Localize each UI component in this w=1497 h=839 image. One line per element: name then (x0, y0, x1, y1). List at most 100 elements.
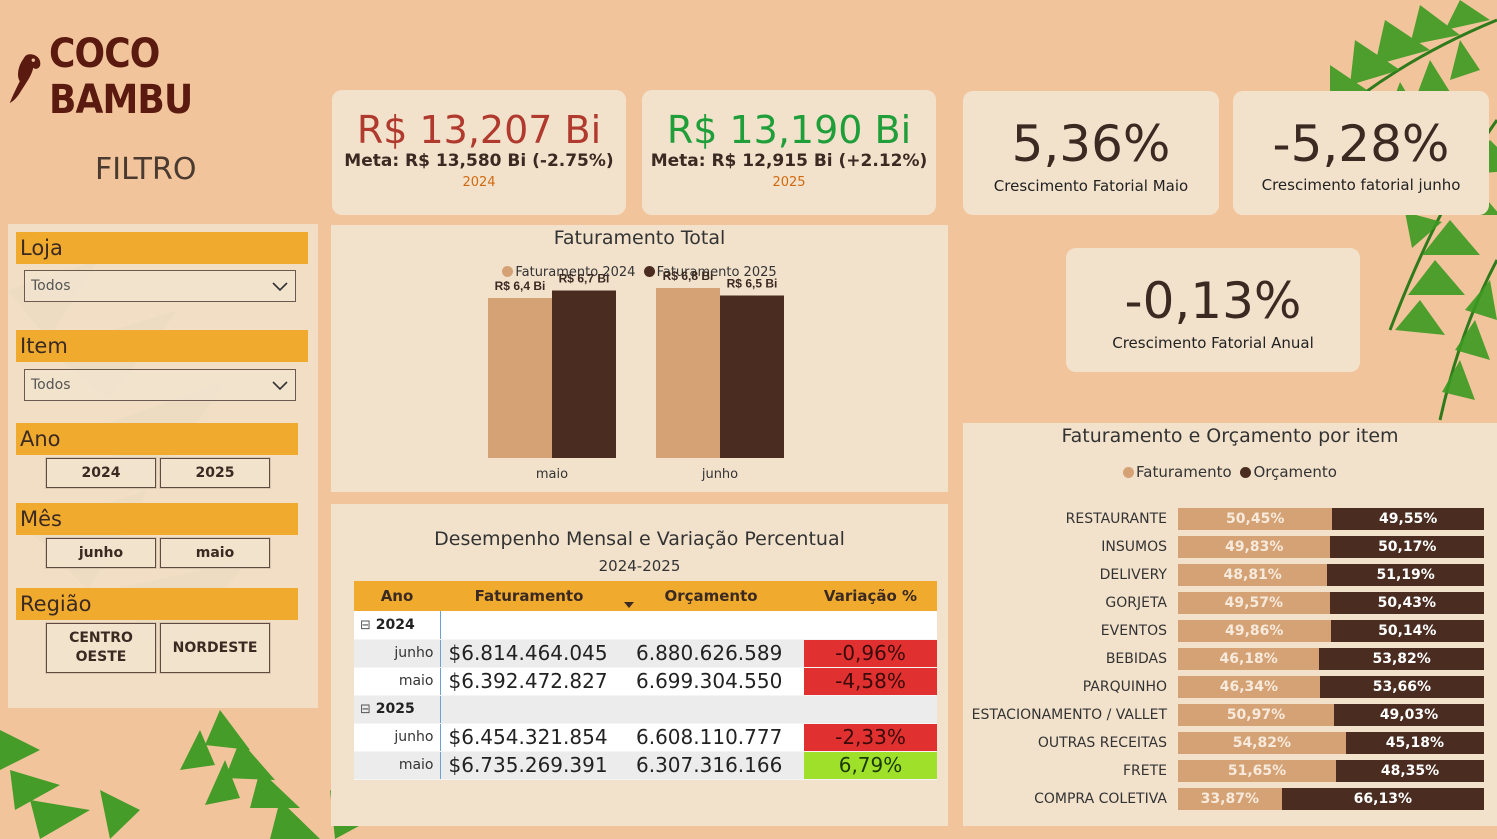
bar-segment-orcamento[interactable]: 53,82% (1319, 648, 1484, 670)
item-stacked-bar: 46,34% 53,66% (1178, 676, 1484, 698)
regiao-slicer-header: Região (16, 588, 298, 620)
item-category-label: RESTAURANTE (1065, 511, 1167, 527)
col-header-faturamento[interactable]: Faturamento (440, 581, 618, 611)
row-month: junho (354, 639, 441, 668)
item-chart-legend: Faturamento Orçamento (963, 463, 1497, 481)
col-header-orcamento[interactable]: Orçamento (618, 581, 804, 611)
growth-value-junho: -5,28% (1272, 115, 1450, 173)
growth-label-junho: Crescimento fatorial junho (1261, 176, 1461, 194)
bar-maio-faturamento-2024[interactable] (488, 298, 552, 458)
bar-segment-orcamento[interactable]: 51,19% (1327, 564, 1484, 586)
item-selected: Todos (31, 377, 71, 393)
bar-segment-faturamento[interactable]: 50,45% (1178, 508, 1333, 530)
item-row: COMPRA COLETIVA 33,87% 66,13% (963, 788, 1497, 810)
item-row: GORJETA 49,57% 50,43% (963, 592, 1497, 614)
item-stacked-bar: 54,82% 45,18% (1178, 732, 1484, 754)
legend-marker-2024 (502, 266, 514, 277)
chevron-down-icon (272, 282, 288, 292)
bar-segment-orcamento[interactable]: 50,17% (1330, 536, 1484, 558)
legend-marker-2025 (643, 266, 655, 277)
bar-segment-faturamento[interactable]: 54,82% (1178, 732, 1346, 754)
chart-legend: Faturamento 2024 Faturamento 2025 (331, 265, 948, 280)
group-year: 2025 (375, 701, 415, 717)
bar-data-label: R$ 6,5 Bi (727, 277, 778, 291)
bar-segment-faturamento[interactable]: 48,81% (1178, 564, 1328, 586)
bar-segment-orcamento[interactable]: 48,35% (1336, 760, 1484, 782)
item-row: ESTACIONAMENTO / VALLET 50,97% 49,03% (963, 704, 1497, 726)
legend-label-faturamento: Faturamento (1136, 463, 1232, 481)
item-category-label: DELIVERY (1099, 567, 1167, 583)
item-row: PARQUINHO 46,34% 53,66% (963, 676, 1497, 698)
kpi-meta-2024: Meta: R$ 13,580 Bi (-2.75%) (344, 151, 614, 171)
table-row: maio $6.392.472.827 6.699.304.550 -4,58% (354, 667, 937, 696)
bar-segment-faturamento[interactable]: 46,34% (1178, 676, 1320, 698)
bar-segment-orcamento[interactable]: 45,18% (1345, 732, 1484, 754)
bar-segment-orcamento[interactable]: 53,66% (1319, 676, 1484, 698)
growth-label-anual: Crescimento Fatorial Anual (1112, 334, 1314, 352)
item-stacked-bar: 48,81% 51,19% (1178, 564, 1484, 586)
item-stacked-bar: 46,18% 53,82% (1178, 648, 1484, 670)
bar-segment-faturamento[interactable]: 33,87% (1178, 788, 1282, 810)
regiao-option-centro-oeste[interactable]: CENTRO OESTE (45, 622, 157, 674)
bar-segment-orcamento[interactable]: 49,03% (1333, 704, 1484, 726)
row-month: maio (354, 667, 441, 696)
item-row: EVENTOS 49,86% 50,14% (963, 620, 1497, 642)
row-month: maio (354, 751, 441, 780)
bar-segment-faturamento[interactable]: 49,86% (1178, 620, 1331, 642)
item-category-label: FRETE (1122, 763, 1167, 779)
bar-segment-faturamento[interactable]: 51,65% (1178, 760, 1337, 782)
bar-segment-faturamento[interactable]: 49,57% (1178, 592, 1330, 614)
row-variacao: -2,33% (804, 723, 937, 752)
collapse-icon[interactable]: ⊟ (360, 617, 371, 633)
table-row: junho $6.454.321.854 6.608.110.777 -2,33… (354, 723, 937, 752)
row-variacao: -4,58% (804, 667, 937, 696)
loja-slicer-header: Loja (16, 232, 308, 264)
bar-segment-faturamento[interactable]: 46,18% (1178, 648, 1320, 670)
item-row: INSUMOS 49,83% 50,17% (963, 536, 1497, 558)
col-header-ano[interactable]: Ano (354, 581, 440, 611)
row-variacao: -0,96% (804, 639, 937, 668)
ano-option-2025[interactable]: 2025 (159, 457, 271, 489)
legend-label-2024: Faturamento 2024 (515, 265, 636, 280)
x-tick-label: junho (701, 467, 738, 482)
ano-option-2024[interactable]: 2024 (45, 457, 157, 489)
bar-segment-orcamento[interactable]: 50,43% (1329, 592, 1484, 614)
bar-junho-faturamento-2025[interactable] (720, 295, 784, 459)
mes-option-maio[interactable]: maio (159, 537, 271, 569)
item-slicer-header: Item (16, 330, 308, 362)
col-header-variacao[interactable]: Variação % (804, 581, 937, 611)
growth-label-maio: Crescimento Fatorial Maio (993, 177, 1189, 195)
item-category-label: GORJETA (1105, 595, 1167, 611)
bar-data-label: R$ 6,4 Bi (495, 279, 546, 293)
bar-segment-orcamento[interactable]: 50,14% (1330, 620, 1484, 642)
kpi-card-2024: R$ 13,207 Bi Meta: R$ 13,580 Bi (-2.75%)… (332, 90, 626, 215)
bar-data-label: R$ 6,8 Bi (663, 269, 714, 283)
item-stacked-bar: 49,57% 50,43% (1178, 592, 1484, 614)
row-faturamento: $6.735.269.391 (440, 751, 618, 780)
brand-logo: COCO BAMBU (8, 31, 298, 123)
bar-segment-orcamento[interactable]: 49,55% (1332, 508, 1484, 530)
row-orcamento: 6.608.110.777 (618, 723, 804, 752)
item-category-label: BEBIDAS (1105, 651, 1167, 667)
legend-marker-orcamento (1240, 467, 1252, 478)
bar-segment-orcamento[interactable]: 66,13% (1281, 788, 1484, 810)
growth-value-anual: -0,13% (1124, 272, 1302, 330)
bar-segment-faturamento[interactable]: 50,97% (1178, 704, 1334, 726)
regiao-option-nordeste[interactable]: NORDESTE (159, 622, 271, 674)
kpi-year-2025: 2025 (772, 175, 806, 190)
collapse-icon[interactable]: ⊟ (360, 702, 371, 717)
bar-segment-faturamento[interactable]: 49,83% (1178, 536, 1331, 558)
loja-dropdown[interactable]: Todos (24, 270, 296, 302)
bar-junho-faturamento-2024[interactable] (656, 288, 720, 458)
item-stacked-bar: 50,97% 49,03% (1178, 704, 1484, 726)
chevron-down-icon (272, 381, 288, 391)
bar-maio-faturamento-2025[interactable] (552, 290, 616, 459)
bar-data-label: R$ 6,7 Bi (559, 272, 610, 286)
col-header-orcamento-label: Orçamento (664, 587, 758, 605)
mes-option-junho[interactable]: junho (45, 537, 157, 569)
item-row: DELIVERY 48,81% 51,19% (963, 564, 1497, 586)
item-category-label: OUTRAS RECEITAS (1037, 735, 1167, 751)
item-dropdown[interactable]: Todos (24, 369, 296, 401)
sort-desc-icon (624, 602, 634, 608)
parrot-icon (9, 54, 41, 104)
